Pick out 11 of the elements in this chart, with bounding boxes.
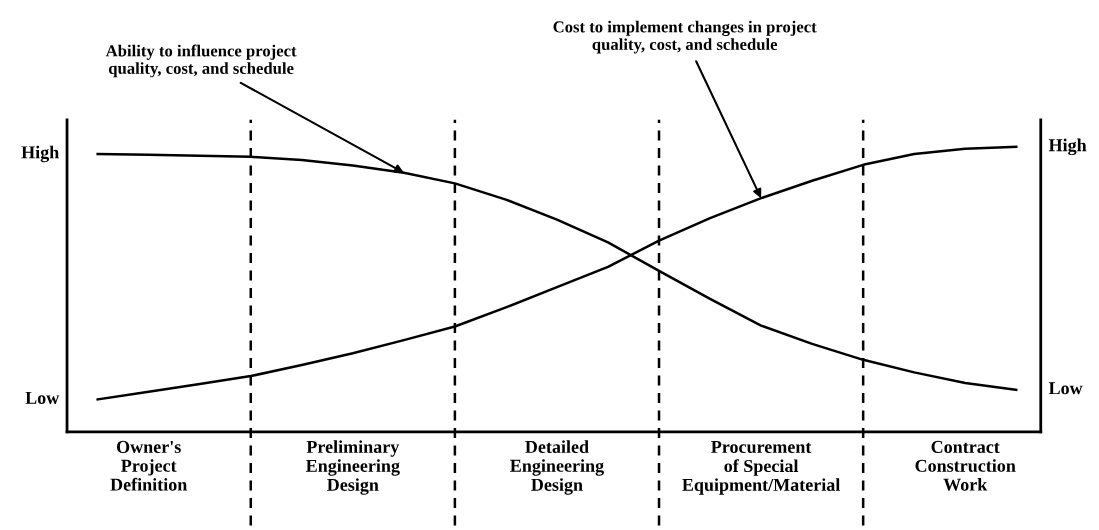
text: High	[1048, 138, 1087, 156]
x-tick-label: Detailed Engineering Design	[510, 440, 604, 495]
text: Low	[25, 391, 60, 404]
x-tick-label: Owner's Project Definition	[110, 440, 188, 491]
x-tick-label: Contract Construction Work	[915, 440, 1016, 491]
text: Ability to influence project quality, cost, and schedule	[105, 44, 297, 78]
x-tick-label: Preliminary Engineering Design	[305, 440, 400, 495]
x-tick-label: Procurement of Special Equipment/Material	[682, 440, 841, 495]
text: High	[21, 145, 59, 163]
text: Cost to implement changes in project quality, cost, and schedule	[553, 20, 817, 54]
text: Low	[1048, 382, 1083, 395]
